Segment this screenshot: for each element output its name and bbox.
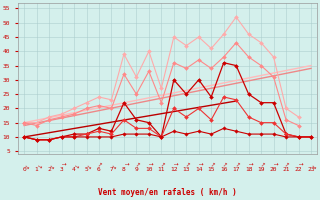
Text: ↑: ↑ bbox=[158, 162, 165, 169]
Text: ↑: ↑ bbox=[233, 162, 240, 169]
Text: ↑: ↑ bbox=[121, 162, 126, 167]
Text: ↑: ↑ bbox=[133, 162, 140, 169]
Text: ↑: ↑ bbox=[21, 162, 28, 169]
Text: ↑: ↑ bbox=[208, 162, 215, 169]
Text: ↑: ↑ bbox=[71, 162, 77, 169]
Text: ↑: ↑ bbox=[33, 162, 40, 169]
Text: ↑: ↑ bbox=[146, 162, 151, 167]
Text: ↑: ↑ bbox=[220, 162, 227, 169]
Text: ↑: ↑ bbox=[171, 162, 176, 167]
X-axis label: Vent moyen/en rafales ( km/h ): Vent moyen/en rafales ( km/h ) bbox=[98, 188, 237, 197]
Text: ↑: ↑ bbox=[46, 162, 52, 169]
Text: ↑: ↑ bbox=[108, 162, 115, 169]
Text: ↑: ↑ bbox=[296, 162, 301, 167]
Text: ↑: ↑ bbox=[258, 162, 265, 169]
Text: ↑: ↑ bbox=[183, 162, 190, 169]
Text: ↑: ↑ bbox=[196, 162, 201, 167]
Text: ↑: ↑ bbox=[271, 162, 276, 167]
Text: ↑: ↑ bbox=[96, 162, 102, 169]
Text: ↑: ↑ bbox=[308, 162, 314, 169]
Text: ↑: ↑ bbox=[283, 162, 290, 169]
Text: ↑: ↑ bbox=[59, 162, 64, 167]
Text: ↑: ↑ bbox=[246, 162, 251, 167]
Text: ↑: ↑ bbox=[83, 162, 90, 169]
